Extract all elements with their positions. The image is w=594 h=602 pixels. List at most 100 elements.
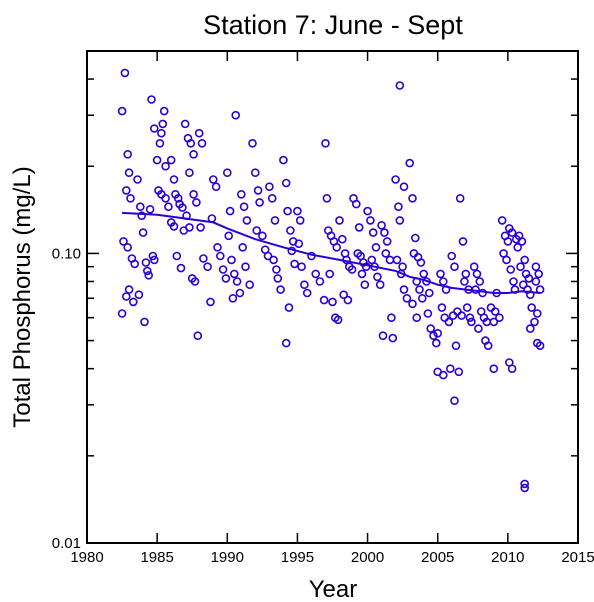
y-axis-label: Total Phosphorus (mg/L) [9,166,36,427]
data-point [332,243,342,252]
data-point [520,483,530,493]
data-point [354,223,364,232]
data-point [287,246,297,256]
data-point [510,285,520,294]
data-point [319,295,329,305]
chart-title: Station 7: June - Sept [203,10,463,40]
data-point [238,243,247,252]
data-point [224,231,233,241]
data-point [223,168,232,177]
data-point [157,128,166,138]
data-point [436,269,445,279]
y-tick-label: 0.01 [52,535,81,552]
data-point [412,313,422,323]
data-point [194,128,204,138]
data-point [531,262,541,272]
data-point [380,228,389,237]
data-point [189,150,198,159]
data-point [444,317,454,327]
data-point [518,280,528,290]
data-point [440,313,450,323]
data-point [454,367,464,377]
data-point [429,331,438,341]
data-point [307,251,316,261]
data-point [475,277,485,286]
data-point [516,262,525,272]
data-point [269,255,278,265]
data-point [270,216,280,225]
data-point [265,182,274,191]
data-point [490,307,500,316]
data-point [123,150,132,159]
data-point [469,262,479,272]
data-point [294,239,304,248]
data-point [169,222,179,231]
data-point [173,194,183,203]
data-point [159,106,169,116]
x-tick-label: 2005 [421,549,454,566]
data-point [172,251,182,261]
data-point [415,285,424,294]
data-point [492,288,501,298]
data-point [450,396,459,406]
data-point [148,251,158,261]
data-point [248,139,257,148]
data-point [530,317,539,327]
data-point [489,364,499,374]
data-point [169,175,179,184]
data-points [117,68,545,493]
data-point [451,341,461,351]
data-point [450,262,459,272]
data-point [155,139,165,148]
data-point [186,139,196,148]
data-point [123,243,132,252]
data-point [447,251,457,261]
data-point [410,233,420,243]
data-point [337,234,347,244]
data-point [422,277,431,286]
data-point [495,313,504,323]
data-point [158,119,168,129]
data-point [321,139,330,148]
data-point [252,226,262,235]
data-point [431,338,441,348]
data-point [129,297,138,307]
data-point [381,249,391,258]
data-point [399,182,409,191]
x-tick-label: 1980 [70,549,103,566]
data-point [235,288,245,298]
data-point [311,269,321,279]
data-point [178,203,187,212]
data-point [290,259,299,269]
data-point [122,292,131,301]
data-point [335,216,344,225]
data-point [144,270,153,280]
data-point [438,277,448,286]
data-point [525,290,535,300]
data-point [218,265,228,274]
x-axis-label: Year [309,576,358,602]
data-point [398,262,407,272]
data-point [417,293,427,303]
data-point [343,295,353,305]
data-point [161,194,170,203]
data-point [263,251,273,261]
data-point [255,198,264,207]
data-point [408,194,417,203]
data-point [281,178,291,188]
data-point [448,311,458,320]
data-point [453,307,462,316]
data-point [497,216,507,225]
data-point [445,364,455,374]
y-tick-label: 0.10 [52,245,81,262]
data-point [286,226,295,235]
data-point [279,155,288,165]
data-point [478,288,487,298]
data-point [276,285,285,294]
data-point [272,265,281,274]
x-tick-label: 1990 [211,549,244,566]
data-point [140,317,149,327]
data-point [363,206,372,216]
data-point [300,280,309,290]
